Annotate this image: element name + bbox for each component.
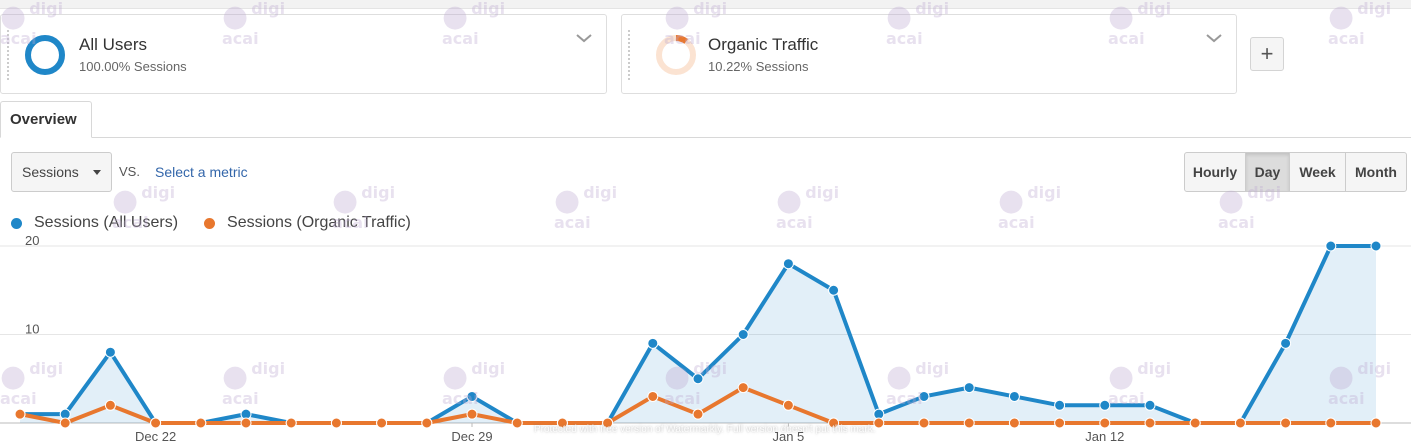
segment-ring-icon bbox=[25, 35, 65, 75]
drag-handle-icon[interactable] bbox=[6, 29, 10, 81]
month-button[interactable]: Month bbox=[1345, 152, 1407, 192]
watermark-footer-text: Protected with free version of Watermark… bbox=[534, 424, 876, 435]
data-point-series-1 bbox=[466, 408, 478, 420]
data-point-series-1 bbox=[195, 417, 207, 429]
data-point-series-1 bbox=[14, 408, 26, 420]
legend-item-organic-traffic[interactable]: Sessions (Organic Traffic) bbox=[204, 214, 411, 232]
data-point-series-0 bbox=[104, 346, 116, 358]
data-point-series-0 bbox=[1008, 390, 1020, 402]
metric-select[interactable]: Sessions bbox=[11, 152, 112, 192]
data-point-series-1 bbox=[1054, 417, 1066, 429]
data-point-series-1 bbox=[1325, 417, 1337, 429]
data-point-series-1 bbox=[330, 417, 342, 429]
granularity-toggle: Hourly Day Week Month bbox=[1184, 152, 1407, 192]
day-button[interactable]: Day bbox=[1245, 152, 1290, 192]
x-tick-label: Dec 22 bbox=[135, 429, 176, 444]
x-tick-label: Dec 29 bbox=[451, 429, 492, 444]
data-point-series-1 bbox=[1008, 417, 1020, 429]
data-point-series-1 bbox=[647, 390, 659, 402]
data-point-series-0 bbox=[963, 382, 975, 394]
data-point-series-1 bbox=[104, 399, 116, 411]
data-point-series-1 bbox=[1144, 417, 1156, 429]
watermark-logo-icon: ● digi acai bbox=[554, 183, 618, 232]
data-point-series-1 bbox=[692, 408, 704, 420]
data-point-series-1 bbox=[421, 417, 433, 429]
x-tick-label: Jan 12 bbox=[1085, 429, 1124, 444]
segment-subtitle: 100.00% Sessions bbox=[79, 59, 187, 74]
data-point-series-1 bbox=[602, 417, 614, 429]
tabs-divider bbox=[0, 137, 1411, 138]
data-point-series-1 bbox=[918, 417, 930, 429]
data-point-series-1 bbox=[737, 382, 749, 394]
sessions-line-chart: 10 20 Dec 22 Dec 29 Jan 5 Jan 12 bbox=[0, 236, 1411, 444]
select-metric-link[interactable]: Select a metric bbox=[155, 164, 248, 180]
legend-item-all-users[interactable]: Sessions (All Users) bbox=[11, 214, 178, 232]
data-point-series-1 bbox=[376, 417, 388, 429]
data-point-series-0 bbox=[1099, 399, 1111, 411]
data-point-series-0 bbox=[1054, 399, 1066, 411]
data-point-series-1 bbox=[963, 417, 975, 429]
data-point-series-0 bbox=[1144, 399, 1156, 411]
legend-label: Sessions (All Users) bbox=[34, 214, 179, 231]
data-point-series-0 bbox=[647, 337, 659, 349]
watermark-logo-icon: ● digi acai bbox=[998, 183, 1062, 232]
drag-handle-icon[interactable] bbox=[627, 29, 631, 81]
data-point-series-1 bbox=[1189, 417, 1201, 429]
data-point-series-1 bbox=[873, 417, 885, 429]
add-segment-button[interactable]: + bbox=[1250, 37, 1284, 71]
x-tick-label: Jan 5 bbox=[772, 429, 804, 444]
hourly-button[interactable]: Hourly bbox=[1184, 152, 1246, 192]
y-tick-label: 10 bbox=[25, 322, 39, 337]
data-point-series-0 bbox=[1280, 337, 1292, 349]
data-point-series-1 bbox=[59, 417, 71, 429]
data-point-series-0 bbox=[466, 390, 478, 402]
data-point-series-0 bbox=[737, 329, 749, 340]
data-point-series-1 bbox=[1370, 417, 1382, 429]
segment-card-all-users[interactable]: All Users 100.00% Sessions bbox=[0, 14, 607, 94]
data-point-series-0 bbox=[918, 390, 930, 402]
data-point-series-1 bbox=[1280, 417, 1292, 429]
data-point-series-1 bbox=[285, 417, 297, 429]
legend-label: Sessions (Organic Traffic) bbox=[227, 214, 411, 231]
vs-label: VS. bbox=[119, 164, 140, 179]
watermark-logo-icon: ● digi acai bbox=[1218, 183, 1282, 232]
segment-title: All Users bbox=[79, 35, 148, 54]
data-point-series-1 bbox=[782, 399, 794, 411]
chart-legend: Sessions (All Users) Sessions (Organic T… bbox=[11, 214, 437, 232]
data-point-series-1 bbox=[1234, 417, 1246, 429]
tab-overview[interactable]: Overview bbox=[0, 101, 92, 138]
data-point-series-1 bbox=[556, 417, 568, 429]
segment-subtitle: 10.22% Sessions bbox=[708, 59, 809, 74]
watermark-logo-icon: ● digi acai bbox=[776, 183, 840, 232]
data-point-series-1 bbox=[511, 417, 523, 429]
data-point-series-0 bbox=[692, 373, 704, 385]
segment-ring-icon bbox=[656, 35, 696, 75]
y-tick-label: 20 bbox=[25, 236, 39, 248]
data-point-series-1 bbox=[828, 417, 840, 429]
data-point-series-0 bbox=[828, 284, 840, 296]
data-point-series-1 bbox=[150, 417, 162, 429]
data-point-series-0 bbox=[782, 258, 794, 270]
caret-down-icon bbox=[93, 170, 101, 175]
chevron-down-icon[interactable] bbox=[574, 31, 594, 45]
segment-title: Organic Traffic bbox=[708, 35, 819, 54]
legend-dot-icon bbox=[11, 217, 22, 229]
series-area bbox=[20, 246, 1376, 423]
legend-dot-icon bbox=[204, 217, 216, 229]
data-point-series-1 bbox=[1099, 417, 1111, 429]
week-button[interactable]: Week bbox=[1289, 152, 1346, 192]
chevron-down-icon[interactable] bbox=[1204, 31, 1224, 45]
data-point-series-0 bbox=[1325, 240, 1337, 252]
top-bar bbox=[0, 0, 1411, 9]
metric-select-value: Sessions bbox=[22, 164, 79, 180]
segment-card-organic-traffic[interactable]: Organic Traffic 10.22% Sessions bbox=[621, 14, 1237, 94]
data-point-series-1 bbox=[240, 417, 252, 429]
data-point-series-0 bbox=[1370, 240, 1382, 252]
